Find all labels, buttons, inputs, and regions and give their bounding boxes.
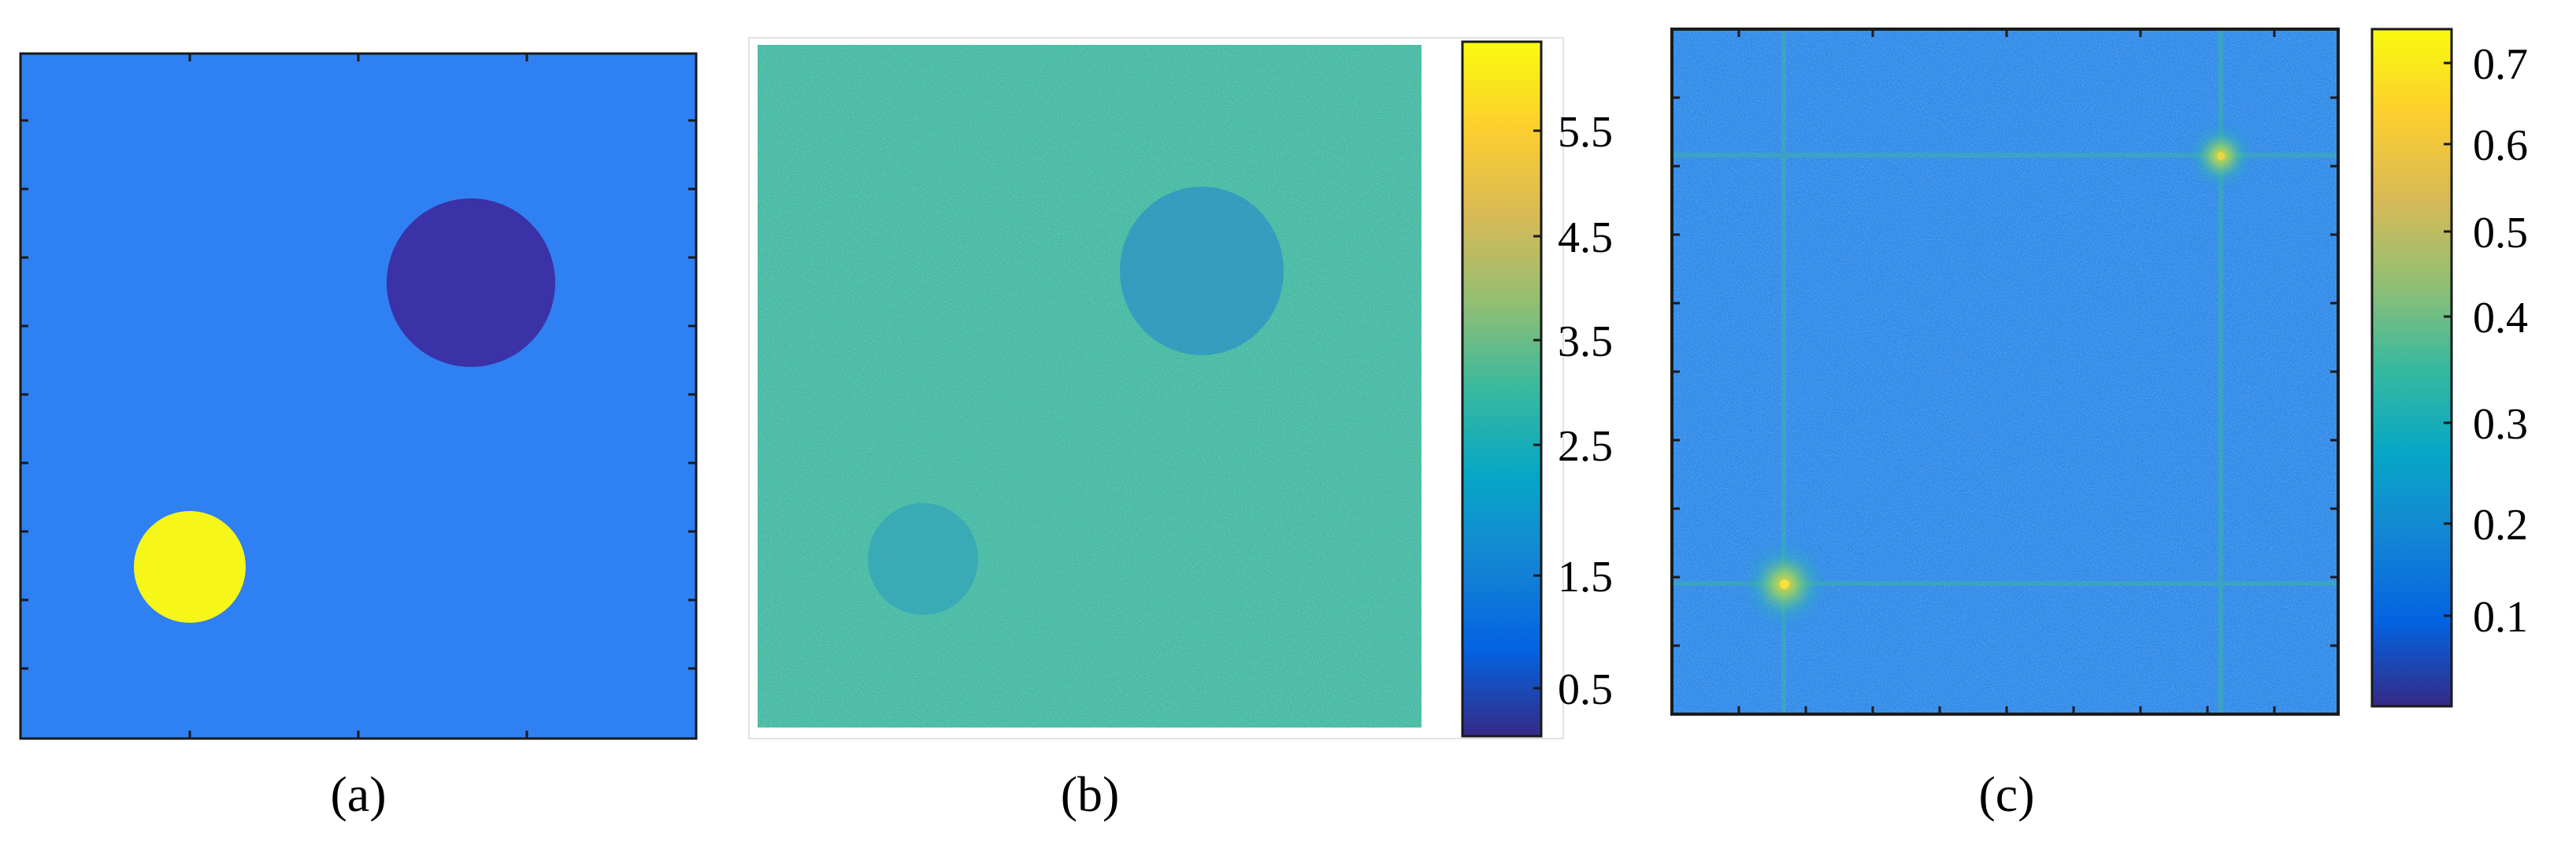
colorbar-c-scale bbox=[2370, 28, 2453, 708]
colorbar-b-tick-4: 2.5 bbox=[1558, 422, 1613, 471]
colorbar-c-tick-3: 0.5 bbox=[2473, 209, 2528, 257]
faint-disk-lower bbox=[868, 503, 978, 615]
panel-a: (a) bbox=[19, 52, 698, 822]
panel-c: 0.7 0.6 0.5 0.4 0.3 0.2 0.1 (c) bbox=[1670, 28, 2528, 822]
colorbar-b-tick-2: 4.5 bbox=[1558, 213, 1613, 262]
colorbar-b-tick-3: 3.5 bbox=[1558, 317, 1613, 366]
panel-c-ticks bbox=[1672, 29, 2338, 714]
colorbar-c-tick-1: 0.7 bbox=[2473, 40, 2528, 89]
peak-core-upper-right bbox=[2217, 152, 2225, 160]
dark-disk bbox=[387, 198, 555, 367]
colorbar-c-tick-4: 0.4 bbox=[2473, 294, 2528, 343]
colorbar-c-tick-2: 0.6 bbox=[2473, 121, 2528, 170]
colorbar-b-scale bbox=[1461, 40, 1543, 738]
panel-a-image bbox=[19, 52, 698, 740]
colorbar-b-tick-6: 0.5 bbox=[1558, 665, 1613, 714]
caption-a: (a) bbox=[330, 766, 386, 822]
bright-disk bbox=[134, 511, 246, 623]
colorbar-c-tick-7: 0.1 bbox=[2473, 593, 2528, 642]
caption-b: (b) bbox=[1061, 766, 1120, 822]
colorbar-c-tick-6: 0.2 bbox=[2473, 501, 2528, 550]
faint-disk-upper bbox=[1120, 187, 1284, 355]
colorbar-c-tickmarks bbox=[2444, 61, 2452, 617]
peak-core-lower-left bbox=[1780, 580, 1789, 589]
panel-a-ticks bbox=[20, 54, 696, 739]
panel-b: 5.5 4.5 3.5 2.5 1.5 0.5 (b) bbox=[748, 37, 1613, 822]
spectral-lines bbox=[1672, 29, 2338, 714]
panel-b-noise-highlights bbox=[758, 45, 1421, 728]
colorbar-b-tick-1: 5.5 bbox=[1558, 108, 1613, 157]
colorbar-c: 0.7 0.6 0.5 0.4 0.3 0.2 0.1 bbox=[2370, 28, 2528, 708]
colorbar-c-tick-5: 0.3 bbox=[2473, 400, 2528, 449]
colorbar-b: 5.5 4.5 3.5 2.5 1.5 0.5 bbox=[1461, 40, 1613, 738]
caption-c: (c) bbox=[1978, 766, 2034, 822]
colorbar-b-tick-5: 1.5 bbox=[1558, 553, 1613, 602]
colorbar-b-tickmarks bbox=[1533, 129, 1541, 690]
